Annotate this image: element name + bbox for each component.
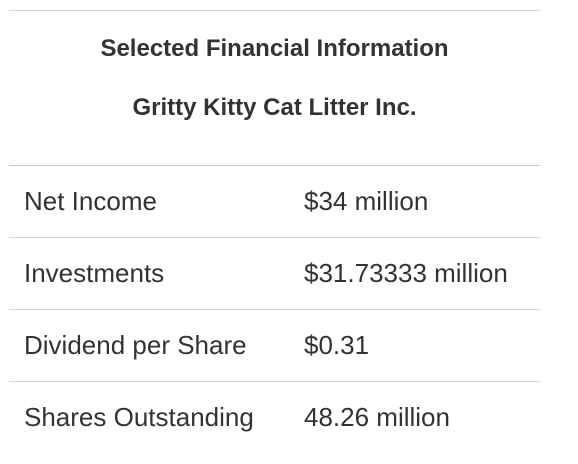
- row-label: Shares Outstanding: [24, 402, 254, 432]
- row-value: $34 million: [304, 166, 540, 238]
- row-label: Investments: [9, 237, 304, 310]
- row-value: 48.26 million: [304, 402, 450, 432]
- row-value: $0.31: [304, 309, 540, 382]
- row-label: Dividend per Share: [9, 309, 304, 382]
- table-row-shares-outstanding: Shares Outstanding 48.26 million: [9, 382, 540, 454]
- table-row-investments: Investments $31.73333 million: [9, 237, 540, 310]
- table-row-dividend-per-share: Dividend per Share $0.31: [9, 309, 540, 382]
- caption-divider: [9, 165, 540, 166]
- table-row-net-income: Net Income $34 million: [9, 166, 540, 238]
- row-label: Net Income: [9, 166, 304, 238]
- data-table: Net Income $34 million Investments $31.7…: [9, 166, 540, 453]
- financial-table: Selected Financial Information Gritty Ki…: [9, 10, 540, 453]
- top-divider: [9, 10, 540, 11]
- table-title: Selected Financial Information: [100, 35, 449, 62]
- table-caption: Selected Financial Information Gritty Ki…: [9, 11, 540, 165]
- company-name: Gritty Kitty Cat Litter Inc.: [132, 94, 417, 121]
- row-value: $31.73333 million: [304, 237, 540, 310]
